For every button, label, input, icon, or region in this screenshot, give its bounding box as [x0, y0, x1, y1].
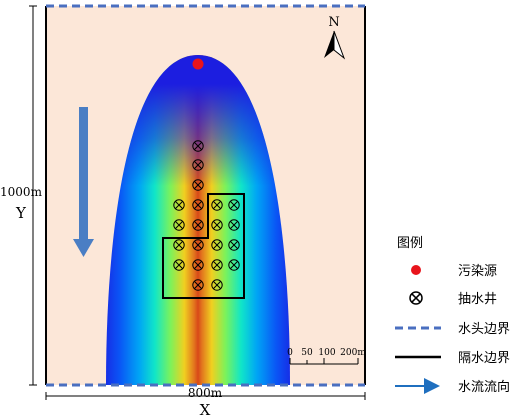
- x-label: X: [200, 401, 211, 419]
- well-barrier-outline: [162, 193, 245, 299]
- pumping-well: [211, 279, 223, 291]
- pollution-source: [192, 58, 204, 70]
- y-dimension: 1000m Y: [0, 5, 43, 386]
- scale-tick-2: 100: [318, 348, 335, 358]
- pumping-well: [173, 199, 185, 211]
- scale-tick-1: 50: [301, 348, 313, 358]
- legend-well-icon: [409, 291, 423, 305]
- pumping-well: [211, 239, 223, 251]
- scale-tick-3: 200m: [340, 348, 366, 358]
- scale-bar: 0 50 100 200m: [287, 348, 366, 365]
- flow-direction-arrow: [73, 107, 94, 257]
- pumping-well: [192, 279, 204, 291]
- pumping-well: [211, 259, 223, 271]
- pumping-well: [228, 199, 240, 211]
- pumping-well: [192, 219, 204, 231]
- x-length: 800m: [188, 386, 223, 400]
- pumping-well: [192, 140, 204, 152]
- y-length: 1000m: [0, 185, 43, 199]
- pumping-well: [192, 239, 204, 251]
- pumping-well: [228, 219, 240, 231]
- legend-source-symbol: [411, 265, 421, 275]
- north-arrow-icon: [324, 31, 334, 58]
- pumping-well: [173, 259, 185, 271]
- legend-title: 图例: [397, 236, 423, 251]
- legend: 图例 污染源 抽水井 水头边界 隔水边界 水流流向: [395, 236, 510, 395]
- y-label: Y: [15, 204, 27, 222]
- pumping-wells: [173, 140, 240, 291]
- legend-well-label: 抽水井: [458, 292, 497, 307]
- pumping-well: [192, 179, 204, 191]
- pumping-well: [192, 259, 204, 271]
- pumping-well: [173, 239, 185, 251]
- scale-tick-0: 0: [287, 348, 293, 358]
- legend-source-label: 污染源: [458, 264, 497, 279]
- pumping-well: [228, 239, 240, 251]
- pumping-well: [173, 219, 185, 231]
- pumping-well: [211, 199, 223, 211]
- x-dimension: 800m X: [45, 386, 366, 419]
- legend-head-boundary-label: 水头边界: [458, 322, 510, 337]
- pumping-well: [192, 159, 204, 171]
- pumping-well: [228, 259, 240, 271]
- legend-barrier-label: 隔水边界: [458, 351, 510, 366]
- north-arrow-icon-half: [333, 30, 346, 60]
- pumping-well: [211, 219, 223, 231]
- pumping-well: [192, 199, 204, 211]
- compass-label: N: [328, 15, 339, 30]
- legend-flow-label: 水流流向: [458, 379, 510, 395]
- compass: N: [324, 15, 346, 60]
